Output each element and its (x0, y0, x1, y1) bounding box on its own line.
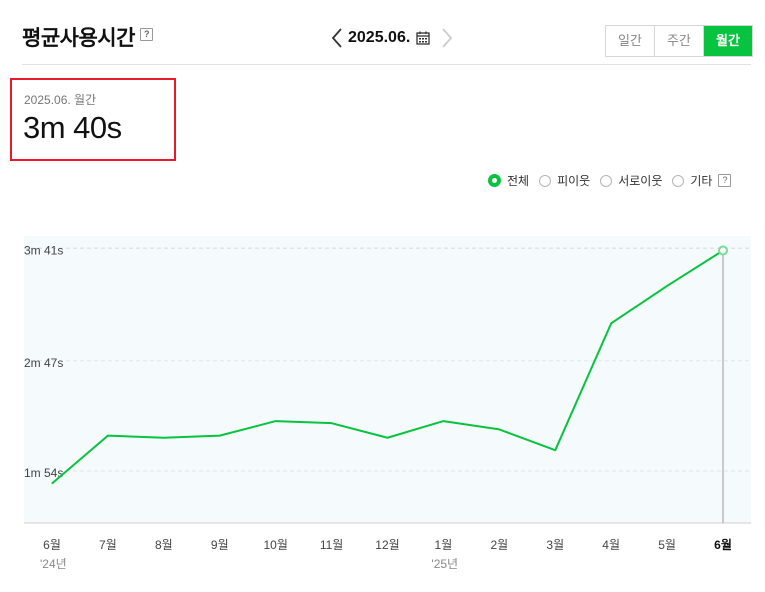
next-period-button[interactable] (440, 26, 454, 50)
date-navigator: 2025.06. (330, 26, 454, 50)
tab-weekly[interactable]: 주간 (655, 26, 704, 56)
y-tick-label-2: 3m 41s (24, 243, 63, 257)
data-point-9 (554, 449, 556, 451)
x-tick-label-3: 9월 (211, 538, 229, 552)
radio-other[interactable] (672, 174, 685, 187)
series-filter: 전체 피이웃 서로이웃 기타 ? (488, 172, 732, 189)
legend-help-icon[interactable]: ? (718, 174, 732, 187)
summary-period-label: 2025.06. 월간 (24, 93, 97, 107)
x-tick-label-9: 3월 (546, 538, 564, 552)
x-tick-label-11: 5월 (658, 538, 676, 552)
radio-mutual-neighbor[interactable] (600, 174, 613, 187)
prev-period-button[interactable] (330, 26, 344, 50)
filter-all[interactable]: 전체 (488, 172, 529, 189)
data-point-4 (275, 420, 277, 422)
data-point-0 (51, 482, 53, 484)
x-tick-label-7: 1월 (435, 538, 453, 552)
calendar-button[interactable] (416, 31, 430, 45)
y-tick-label-1: 2m 47s (24, 356, 63, 370)
data-point-8 (498, 428, 500, 430)
summary-value: 3m 40s (23, 110, 122, 145)
x-tick-label-2: 8월 (155, 538, 173, 552)
title-help-icon[interactable]: ? (140, 28, 153, 41)
data-point-12 (718, 245, 728, 256)
x-tick-label-6: 12월 (375, 538, 399, 552)
page-title: 평균사용시간 ? (22, 22, 153, 52)
chevron-left-icon (331, 28, 342, 48)
x-year-label-1: '25년 (431, 557, 458, 571)
summary-highlight-box: 2025.06. 월간 3m 40s (10, 78, 176, 161)
tab-monthly[interactable]: 월간 (704, 26, 752, 56)
filter-other[interactable]: 기타 (672, 172, 712, 189)
x-tick-label-1: 7월 (99, 538, 117, 552)
filter-all-label: 전체 (507, 174, 530, 188)
x-tick-label-4: 10월 (263, 538, 287, 552)
tab-daily[interactable]: 일간 (606, 26, 655, 56)
header-divider (22, 64, 751, 65)
current-period: 2025.06. (348, 29, 411, 46)
radio-neighbor[interactable] (539, 174, 552, 187)
x-tick-label-10: 4월 (602, 538, 620, 552)
page-title-text: 평균사용시간 (22, 27, 135, 50)
filter-neighbor[interactable]: 피이웃 (539, 172, 590, 189)
data-point-3 (219, 435, 221, 437)
radio-all[interactable] (488, 174, 501, 187)
period-tabs: 일간 주간 월간 (605, 25, 753, 57)
data-point-11 (666, 285, 668, 287)
data-point-1 (107, 435, 109, 437)
y-tick-label-0: 1m 54s (24, 466, 63, 480)
plot-area (24, 236, 751, 523)
x-tick-label-5: 11월 (320, 538, 344, 552)
x-tick-label-8: 2월 (490, 538, 508, 552)
data-point-7 (442, 420, 444, 422)
calendar-icon (416, 31, 430, 45)
data-point-2 (163, 437, 165, 439)
filter-mutual-neighbor-label: 서로이웃 (618, 174, 663, 188)
chevron-right-icon (442, 28, 453, 48)
x-tick-label-0: 6월 (43, 538, 61, 552)
data-point-5 (331, 422, 333, 424)
x-tick-label-12: 6월 (714, 537, 732, 552)
data-point-10 (610, 322, 612, 324)
filter-neighbor-label: 피이웃 (557, 174, 591, 188)
filter-other-label: 기타 (690, 174, 713, 188)
filter-mutual-neighbor[interactable]: 서로이웃 (600, 172, 662, 189)
x-year-label-0: '24년 (40, 557, 67, 571)
data-point-6 (387, 437, 388, 439)
